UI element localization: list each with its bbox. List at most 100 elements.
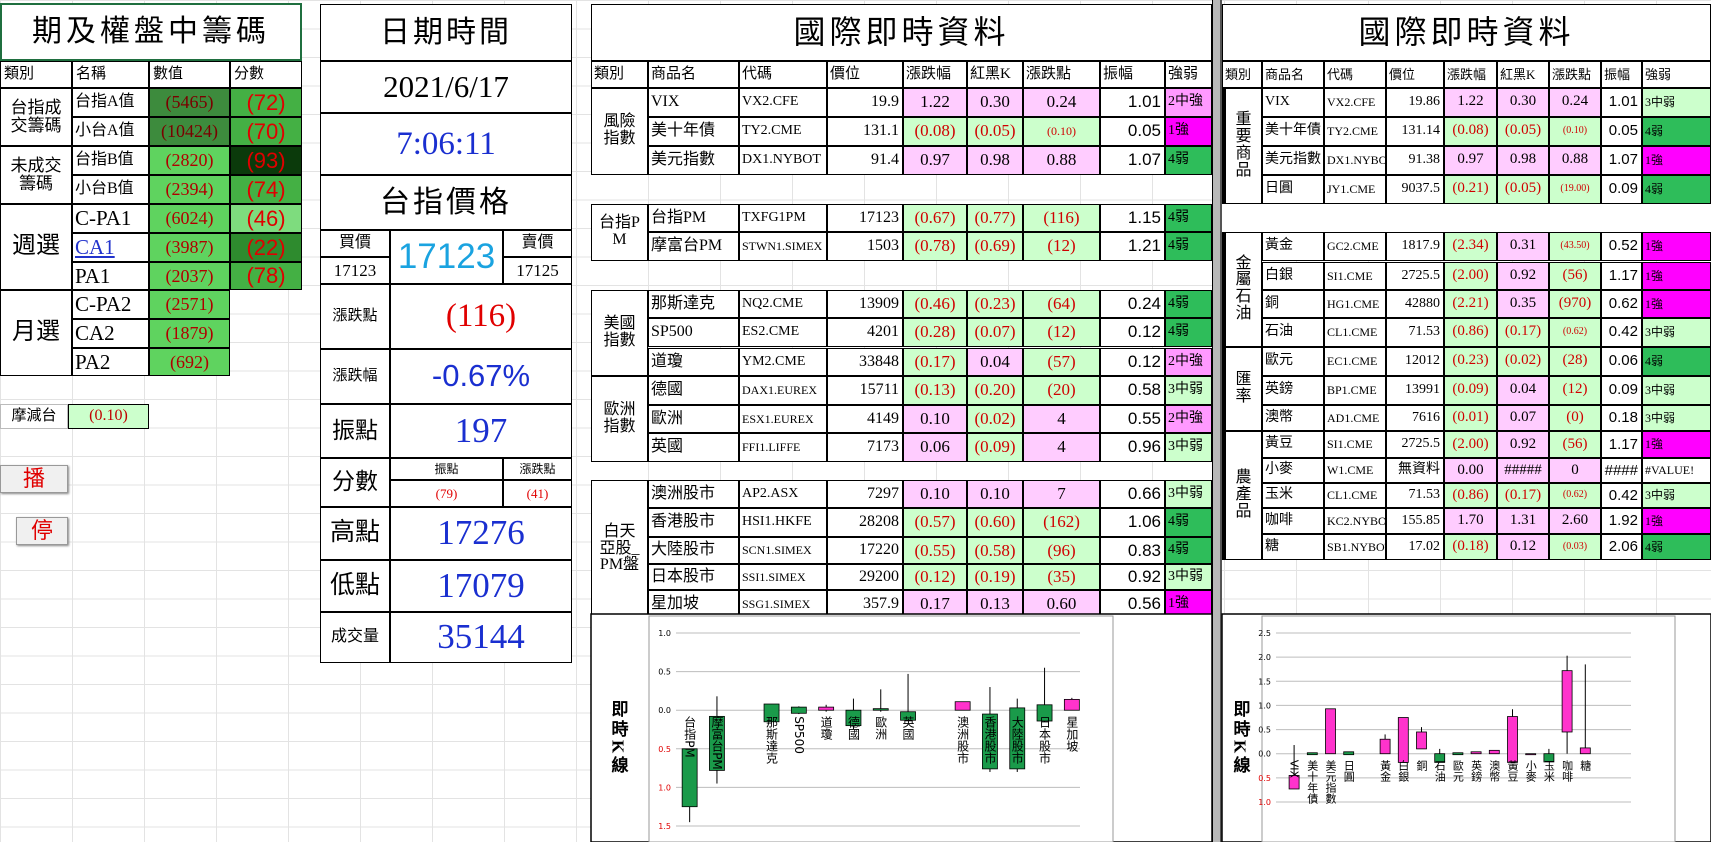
label: 賣價 bbox=[503, 230, 572, 257]
change-pct: 1.22 bbox=[1444, 88, 1497, 117]
score-cell: (72) bbox=[230, 88, 302, 117]
label: 成交量 bbox=[320, 612, 390, 663]
column-header: 類別 bbox=[591, 61, 648, 88]
amplitude: 0.58 bbox=[1100, 376, 1165, 405]
x-tick-label: 黃金 bbox=[1379, 759, 1392, 781]
x-tick-label: 那斯達克 bbox=[765, 716, 779, 765]
change-points: (28) bbox=[1549, 347, 1601, 376]
x-tick-label: 銅 bbox=[1415, 758, 1428, 770]
code: SI1.CME bbox=[1324, 431, 1386, 458]
change-pct: (2.21) bbox=[1444, 290, 1497, 318]
code: GC2.CME bbox=[1324, 232, 1386, 261]
code: HSI1.HKFE bbox=[739, 508, 827, 537]
price: 91.4 bbox=[827, 146, 903, 175]
kbar: 0.92 bbox=[1497, 431, 1549, 458]
ask-price: 17125 bbox=[503, 257, 572, 284]
label: 漲跌幅 bbox=[320, 349, 390, 404]
change-points: 4 bbox=[1023, 405, 1100, 433]
x-tick-label: 糖 bbox=[1579, 758, 1592, 771]
amplitude: 0.96 bbox=[1100, 433, 1165, 462]
low: 17079 bbox=[390, 560, 572, 612]
candle-body bbox=[681, 748, 698, 808]
x-tick-label: 日本股市 bbox=[1038, 716, 1052, 764]
candle-body bbox=[1470, 751, 1482, 755]
price: 1503 bbox=[827, 232, 903, 261]
change-pct: (0.86) bbox=[1444, 483, 1497, 508]
code: AD1.CME bbox=[1324, 405, 1386, 431]
label: 漲跌點 bbox=[320, 284, 390, 349]
strength: 1強 bbox=[1642, 146, 1711, 175]
item-name: 歐元 bbox=[1262, 347, 1324, 376]
change-pct: 0.97 bbox=[1444, 146, 1497, 175]
change-points: 0 bbox=[1549, 458, 1601, 483]
strength: 1強 bbox=[1642, 431, 1711, 458]
price: 4201 bbox=[827, 318, 903, 347]
item-name: 道瓊 bbox=[648, 348, 739, 376]
change-points: (0.62) bbox=[1549, 483, 1601, 508]
change-points: (0.10) bbox=[1023, 117, 1100, 146]
range: 197 bbox=[390, 404, 572, 458]
amplitude: 0.12 bbox=[1100, 348, 1165, 376]
x-tick-label: 白銀 bbox=[1397, 758, 1410, 782]
item-name: 小台B值 bbox=[72, 175, 149, 204]
value-cell: (5465) bbox=[149, 88, 230, 117]
group-label: 美國指數 bbox=[591, 290, 648, 376]
item-name: CA2 bbox=[72, 319, 149, 348]
strength: 3中弱 bbox=[1165, 480, 1212, 508]
y-tick-label: 2.0 bbox=[1258, 653, 1271, 662]
stop-button[interactable]: 停 bbox=[16, 517, 68, 545]
sub-label: 振點 bbox=[390, 458, 503, 480]
group-label: 匯率 bbox=[1222, 347, 1262, 431]
strength: 3中弱 bbox=[1165, 564, 1212, 590]
code: DAX1.EUREX bbox=[739, 376, 827, 405]
amplitude: 1.07 bbox=[1100, 146, 1165, 175]
plot-area bbox=[648, 615, 1114, 842]
change-pct: (0.57) bbox=[903, 508, 967, 537]
kbar: (0.02) bbox=[967, 405, 1023, 433]
kbar: (0.05) bbox=[967, 117, 1023, 146]
strength: 3中弱 bbox=[1642, 318, 1711, 347]
code: ES2.CME bbox=[739, 318, 827, 347]
price: 71.53 bbox=[1386, 483, 1444, 508]
change-points: (116) bbox=[1023, 204, 1100, 232]
group-label: 重要商品 bbox=[1222, 88, 1262, 204]
candle-body bbox=[900, 711, 916, 721]
kbar: (0.77) bbox=[967, 204, 1023, 232]
change-points: (96) bbox=[1023, 537, 1100, 564]
price: 15711 bbox=[827, 376, 903, 405]
amplitude: 1.21 bbox=[1100, 232, 1165, 261]
strength: 1強 bbox=[1642, 262, 1711, 290]
column-header: 漲跌點 bbox=[1023, 61, 1100, 88]
group-label: 未成交籌碼 bbox=[0, 146, 72, 204]
candle-body bbox=[872, 708, 889, 711]
amplitude: 1.01 bbox=[1601, 88, 1642, 117]
change-pct: (2.34) bbox=[1444, 232, 1497, 261]
item-name: 德國 bbox=[648, 376, 739, 405]
score-cell: (70) bbox=[230, 117, 302, 146]
candle-body bbox=[982, 713, 998, 770]
change: (116) bbox=[390, 284, 572, 349]
kbar: (0.58) bbox=[967, 537, 1023, 564]
kbar: (0.05) bbox=[1497, 175, 1549, 204]
x-tick-label: 香港股市 bbox=[983, 716, 997, 764]
price: 155.85 bbox=[1386, 508, 1444, 534]
code: DX1.NYBOT bbox=[1324, 146, 1386, 175]
x-tick-label: 摩富台PM bbox=[710, 715, 724, 770]
y-tick-label: 0.5 bbox=[658, 668, 671, 677]
kbar: 0.98 bbox=[1497, 146, 1549, 175]
play-button[interactable]: 播 bbox=[0, 465, 68, 493]
price: 13909 bbox=[827, 290, 903, 318]
item-name: PA1 bbox=[72, 262, 149, 290]
change-pct: (0.09) bbox=[1444, 376, 1497, 405]
row-label: 摩減台 bbox=[0, 404, 68, 429]
candle-body bbox=[790, 706, 807, 714]
item-name: 玉米 bbox=[1262, 483, 1324, 508]
candle-body bbox=[1009, 707, 1026, 770]
group-label: 週選 bbox=[0, 204, 72, 290]
column-header: 類別 bbox=[1222, 61, 1262, 88]
candle-body bbox=[954, 701, 971, 711]
panel-title: 國際即時資料 bbox=[591, 4, 1212, 61]
price: 7616 bbox=[1386, 405, 1444, 431]
x-tick-label: VIX bbox=[1288, 760, 1301, 779]
strength: 4弱 bbox=[1165, 146, 1212, 175]
